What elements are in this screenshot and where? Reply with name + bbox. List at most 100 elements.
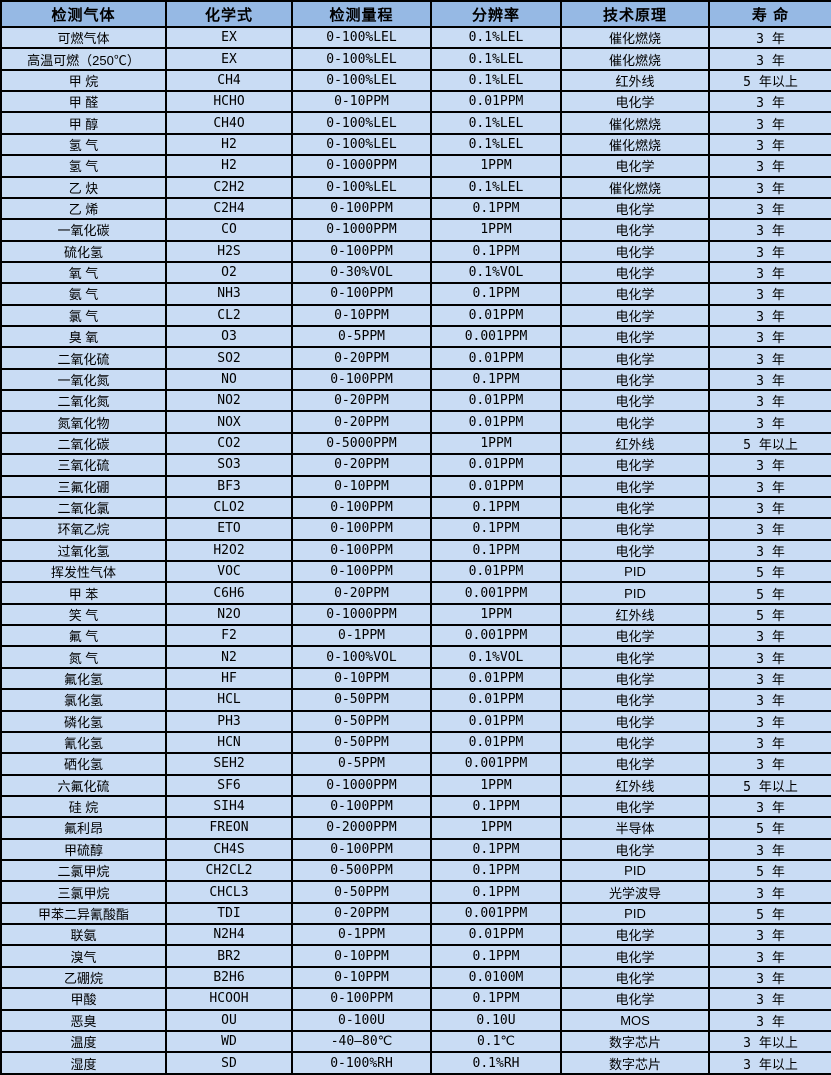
cell-technical-principle: 红外线 (560, 431, 710, 456)
cell-gas-name: 高温可燃（250℃） (0, 47, 167, 71)
cell-gas-name: 氮氧化物 (0, 410, 167, 434)
cell-chemical-formula: EX (165, 25, 293, 50)
column-header-range: 检测量程 (291, 0, 432, 28)
table-row: 氢 气 H2 0-100%LEL 0.1%LEL 催化燃烧 3 年 (0, 132, 831, 157)
cell-chemical-formula: H2O2 (165, 538, 293, 563)
cell-technical-principle: 电化学 (560, 965, 710, 990)
cell-chemical-formula: CO2 (165, 431, 293, 456)
cell-chemical-formula: SIH4 (165, 794, 293, 819)
cell-resolution: 0.1PPM (430, 196, 562, 221)
cell-technical-principle: 电化学 (560, 474, 710, 498)
table-row: 溴气 BR2 0-10PPM 0.1PPM 电化学 3 年 (0, 944, 831, 968)
table-row: 氨 气 NH3 0-100PPM 0.1PPM 电化学 3 年 (0, 282, 831, 306)
cell-detection-range: 0-100PPM (291, 794, 432, 819)
table-row: 三氧化硫 SO3 0-20PPM 0.01PPM 电化学 3 年 (0, 453, 831, 477)
cell-lifespan: 3 年 (708, 752, 831, 776)
cell-technical-principle: 红外线 (560, 602, 710, 627)
cell-gas-name: 氰化氢 (0, 730, 167, 755)
cell-detection-range: 0-10PPM (291, 474, 432, 498)
cell-lifespan: 3 年 (708, 923, 831, 947)
cell-technical-principle: 电化学 (560, 987, 710, 1011)
cell-technical-principle: 电化学 (560, 944, 710, 968)
table-row: 乙 炔 C2H2 0-100%LEL 0.1%LEL 催化燃烧 3 年 (0, 175, 831, 199)
cell-resolution: 0.1PPM (430, 239, 562, 263)
cell-lifespan: 3 年 (708, 47, 831, 71)
cell-detection-range: 0-1000PPM (291, 218, 432, 242)
cell-resolution: 1PPM (430, 773, 562, 797)
cell-gas-name: 二氧化氯 (0, 495, 167, 520)
cell-lifespan: 5 年 (708, 602, 831, 627)
cell-resolution: 0.001PPM (430, 624, 562, 648)
cell-detection-range: 0-100%LEL (291, 175, 432, 199)
cell-chemical-formula: N2H4 (165, 923, 293, 947)
cell-resolution: 0.1%VOL (430, 260, 562, 285)
cell-resolution: 0.001PPM (430, 901, 562, 926)
cell-gas-name: 硒化氢 (0, 752, 167, 776)
cell-chemical-formula: BR2 (165, 944, 293, 968)
cell-detection-range: 0-50PPM (291, 709, 432, 733)
cell-lifespan: 3 年 (708, 538, 831, 563)
cell-technical-principle: 电化学 (560, 666, 710, 691)
cell-resolution: 1PPM (430, 218, 562, 242)
cell-gas-name: 过氧化氢 (0, 538, 167, 563)
cell-resolution: 0.1PPM (430, 538, 562, 563)
table-row: 甲 醇 CH4O 0-100%LEL 0.1%LEL 催化燃烧 3 年 (0, 111, 831, 135)
cell-chemical-formula: O3 (165, 325, 293, 349)
cell-technical-principle: 电化学 (560, 325, 710, 349)
table-row: 三氟化硼 BF3 0-10PPM 0.01PPM 电化学 3 年 (0, 474, 831, 498)
cell-gas-name: 氢 气 (0, 132, 167, 157)
cell-chemical-formula: H2 (165, 132, 293, 157)
cell-resolution: 1PPM (430, 431, 562, 456)
cell-detection-range: 0-100PPM (291, 196, 432, 221)
cell-chemical-formula: N2 (165, 645, 293, 669)
cell-lifespan: 3 年 (708, 325, 831, 349)
cell-resolution: 0.01PPM (430, 923, 562, 947)
cell-detection-range: 0-100PPM (291, 987, 432, 1011)
cell-lifespan: 5 年以上 (708, 68, 831, 93)
cell-resolution: 0.1%LEL (430, 68, 562, 93)
cell-technical-principle: PID (560, 858, 710, 883)
cell-detection-range: 0-30%VOL (291, 260, 432, 285)
cell-detection-range: 0-100PPM (291, 517, 432, 541)
cell-gas-name: 笑 气 (0, 602, 167, 627)
cell-lifespan: 3 年 (708, 517, 831, 541)
table-row: 一氧化氮 NO 0-100PPM 0.1PPM 电化学 3 年 (0, 367, 831, 392)
cell-chemical-formula: SEH2 (165, 752, 293, 776)
cell-gas-name: 磷化氢 (0, 709, 167, 733)
cell-lifespan: 3 年 (708, 624, 831, 648)
cell-detection-range: 0-100%LEL (291, 25, 432, 50)
table-row: 环氧乙烷 ETO 0-100PPM 0.1PPM 电化学 3 年 (0, 517, 831, 541)
cell-chemical-formula: HCOOH (165, 987, 293, 1011)
table-row: 臭 氧 O3 0-5PPM 0.001PPM 电化学 3 年 (0, 325, 831, 349)
cell-detection-range: 0-100PPM (291, 282, 432, 306)
cell-resolution: 0.1PPM (430, 880, 562, 904)
cell-lifespan: 3 年 (708, 880, 831, 904)
column-header-resolution: 分辨率 (430, 0, 562, 28)
cell-detection-range: 0-100PPM (291, 538, 432, 563)
cell-gas-name: 温度 (0, 1029, 167, 1054)
cell-resolution: 0.1PPM (430, 944, 562, 968)
cell-gas-name: 硅 烷 (0, 794, 167, 819)
cell-chemical-formula: SO2 (165, 346, 293, 370)
column-header-principle: 技术原理 (560, 0, 710, 28)
cell-technical-principle: 电化学 (560, 303, 710, 328)
cell-detection-range: 0-100%LEL (291, 111, 432, 135)
table-body: 可燃气体 EX 0-100%LEL 0.1%LEL 催化燃烧 3 年高温可燃（250℃） E… (0, 25, 831, 1075)
cell-gas-name: 三氧化硫 (0, 453, 167, 477)
cell-technical-principle: 电化学 (560, 453, 710, 477)
cell-detection-range: 0-100PPM (291, 559, 432, 584)
table-row: 硅 烷 SIH4 0-100PPM 0.1PPM 电化学 3 年 (0, 794, 831, 819)
cell-technical-principle: 电化学 (560, 688, 710, 712)
cell-lifespan: 3 年 (708, 944, 831, 968)
cell-gas-name: 乙 炔 (0, 175, 167, 199)
table-row: 甲苯二异氰酸酯 TDI 0-20PPM 0.001PPM PID 5 年 (0, 901, 831, 926)
cell-detection-range: 0-100%RH (291, 1051, 432, 1075)
cell-chemical-formula: NOX (165, 410, 293, 434)
cell-chemical-formula: PH3 (165, 709, 293, 733)
cell-chemical-formula: N2O (165, 602, 293, 627)
cell-lifespan: 3 年 (708, 1008, 831, 1032)
cell-detection-range: 0-100%LEL (291, 68, 432, 93)
cell-lifespan: 3 年以上 (708, 1029, 831, 1054)
cell-chemical-formula: C6H6 (165, 581, 293, 605)
